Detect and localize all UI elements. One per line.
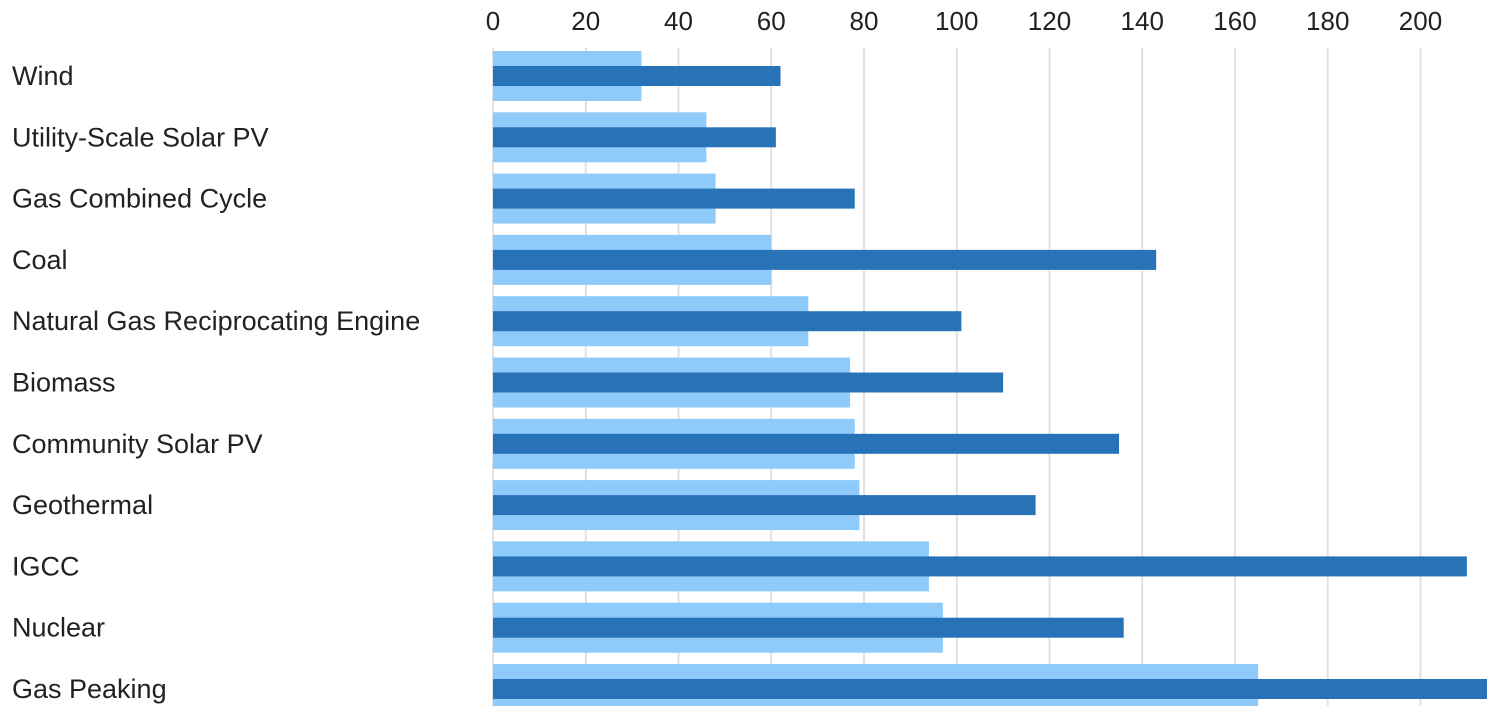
category-label: Biomass [12, 368, 116, 398]
x-tick-label: 200 [1399, 6, 1442, 36]
bar-dark [493, 433, 1120, 454]
category-labels: Wind Utility-Scale Solar PV Gas Combined C… [12, 61, 420, 704]
category-label: Geothermal [12, 490, 153, 520]
x-tick-label: 180 [1306, 6, 1349, 36]
category-label: Community Solar PV [12, 429, 263, 459]
x-axis-ticks: 0 20 40 60 80 100 120 140 160 180 200 [486, 6, 1442, 36]
category-label: IGCC [12, 551, 80, 581]
bar-dark [493, 311, 962, 332]
bar-dark [493, 66, 781, 86]
bar-dark [493, 372, 1004, 393]
x-tick-label: 160 [1213, 6, 1256, 36]
bar-dark [493, 495, 1036, 516]
category-label: Coal [12, 245, 68, 275]
x-tick-label: 80 [850, 6, 879, 36]
category-label: Natural Gas Reciprocating Engine [12, 306, 420, 336]
category-label: Gas Peaking [12, 674, 167, 704]
bar-dark [493, 617, 1124, 638]
x-tick-label: 120 [1028, 6, 1071, 36]
x-tick-label: 0 [486, 6, 500, 36]
bar-dark [493, 127, 776, 148]
x-tick-label: 100 [935, 6, 978, 36]
bar-dark [493, 556, 1467, 577]
category-label: Gas Combined Cycle [12, 184, 267, 214]
x-tick-label: 60 [757, 6, 786, 36]
x-tick-label: 40 [664, 6, 693, 36]
bar-dark [493, 188, 855, 209]
x-tick-label: 20 [571, 6, 600, 36]
category-label: Wind [12, 61, 74, 91]
category-label: Nuclear [12, 613, 105, 643]
bar-dark [493, 679, 1487, 699]
bar-dark [493, 249, 1157, 270]
category-label: Utility-Scale Solar PV [12, 122, 269, 152]
x-tick-label: 140 [1121, 6, 1164, 36]
bars [493, 51, 1487, 706]
